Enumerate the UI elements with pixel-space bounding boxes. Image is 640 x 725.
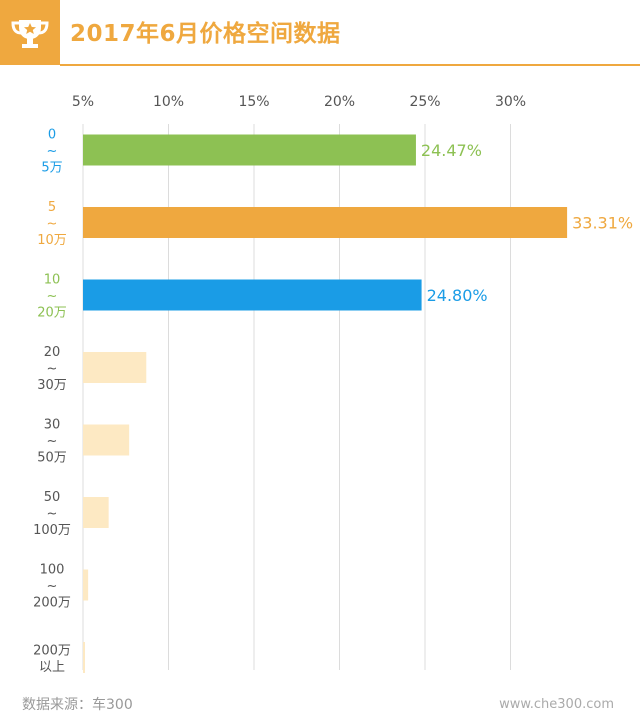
- category-label: 5: [48, 200, 56, 215]
- bar: [83, 279, 422, 311]
- data-label: 24.47%: [421, 141, 482, 160]
- category-label: 30: [44, 418, 61, 433]
- category-label: 10: [44, 273, 61, 288]
- trophy-icon: [11, 20, 49, 48]
- bar: [83, 497, 109, 528]
- x-tick-label: 15%: [238, 94, 269, 110]
- x-tick-label: 10%: [153, 94, 184, 110]
- price-range-bar-chart: 5% 10% 15% 20% 25% 30%0~5万24.47%5~10万33.31%10…: [33, 94, 633, 675]
- category-label: ~: [47, 579, 58, 594]
- bar: [83, 642, 85, 673]
- category-label: 50: [44, 490, 61, 505]
- bar: [83, 134, 416, 166]
- data-label: 24.80%: [427, 286, 488, 305]
- category-label: 200万: [33, 596, 71, 611]
- category-label: 5万: [41, 161, 62, 176]
- x-tick-label: 25%: [409, 94, 440, 110]
- data-label: 33.31%: [572, 214, 633, 233]
- category-label: 50万: [37, 451, 67, 466]
- header-divider: [60, 64, 640, 66]
- bar: [83, 352, 147, 383]
- category-label: 10万: [37, 233, 67, 248]
- category-label: 20万: [37, 306, 67, 321]
- category-label: 100万: [33, 523, 71, 538]
- category-label: ~: [47, 144, 58, 159]
- category-label: ~: [47, 362, 58, 377]
- category-label: 100: [40, 563, 65, 578]
- category-label: ~: [47, 289, 58, 304]
- bar: [83, 207, 568, 238]
- category-label: 20: [44, 345, 61, 360]
- page-title: 2017年6月价格空间数据: [70, 21, 341, 47]
- category-label: ~: [47, 507, 58, 522]
- bar: [83, 424, 130, 456]
- x-tick-label: 20%: [324, 94, 355, 110]
- category-label: 30万: [37, 378, 67, 393]
- data-source: 数据来源：车300: [22, 697, 133, 713]
- category-label: ~: [47, 434, 58, 449]
- category-label: 200万: [33, 643, 71, 658]
- x-tick-label: 5%: [72, 94, 94, 110]
- header: 2017年6月价格空间数据: [0, 0, 640, 66]
- bar: [83, 569, 89, 601]
- title-badge: [0, 0, 60, 65]
- x-tick-label: 30%: [495, 94, 526, 110]
- category-label: 0: [48, 128, 56, 143]
- website-url: www.che300.com: [499, 697, 614, 712]
- category-label: ~: [47, 217, 58, 232]
- category-label: 以上: [39, 660, 65, 675]
